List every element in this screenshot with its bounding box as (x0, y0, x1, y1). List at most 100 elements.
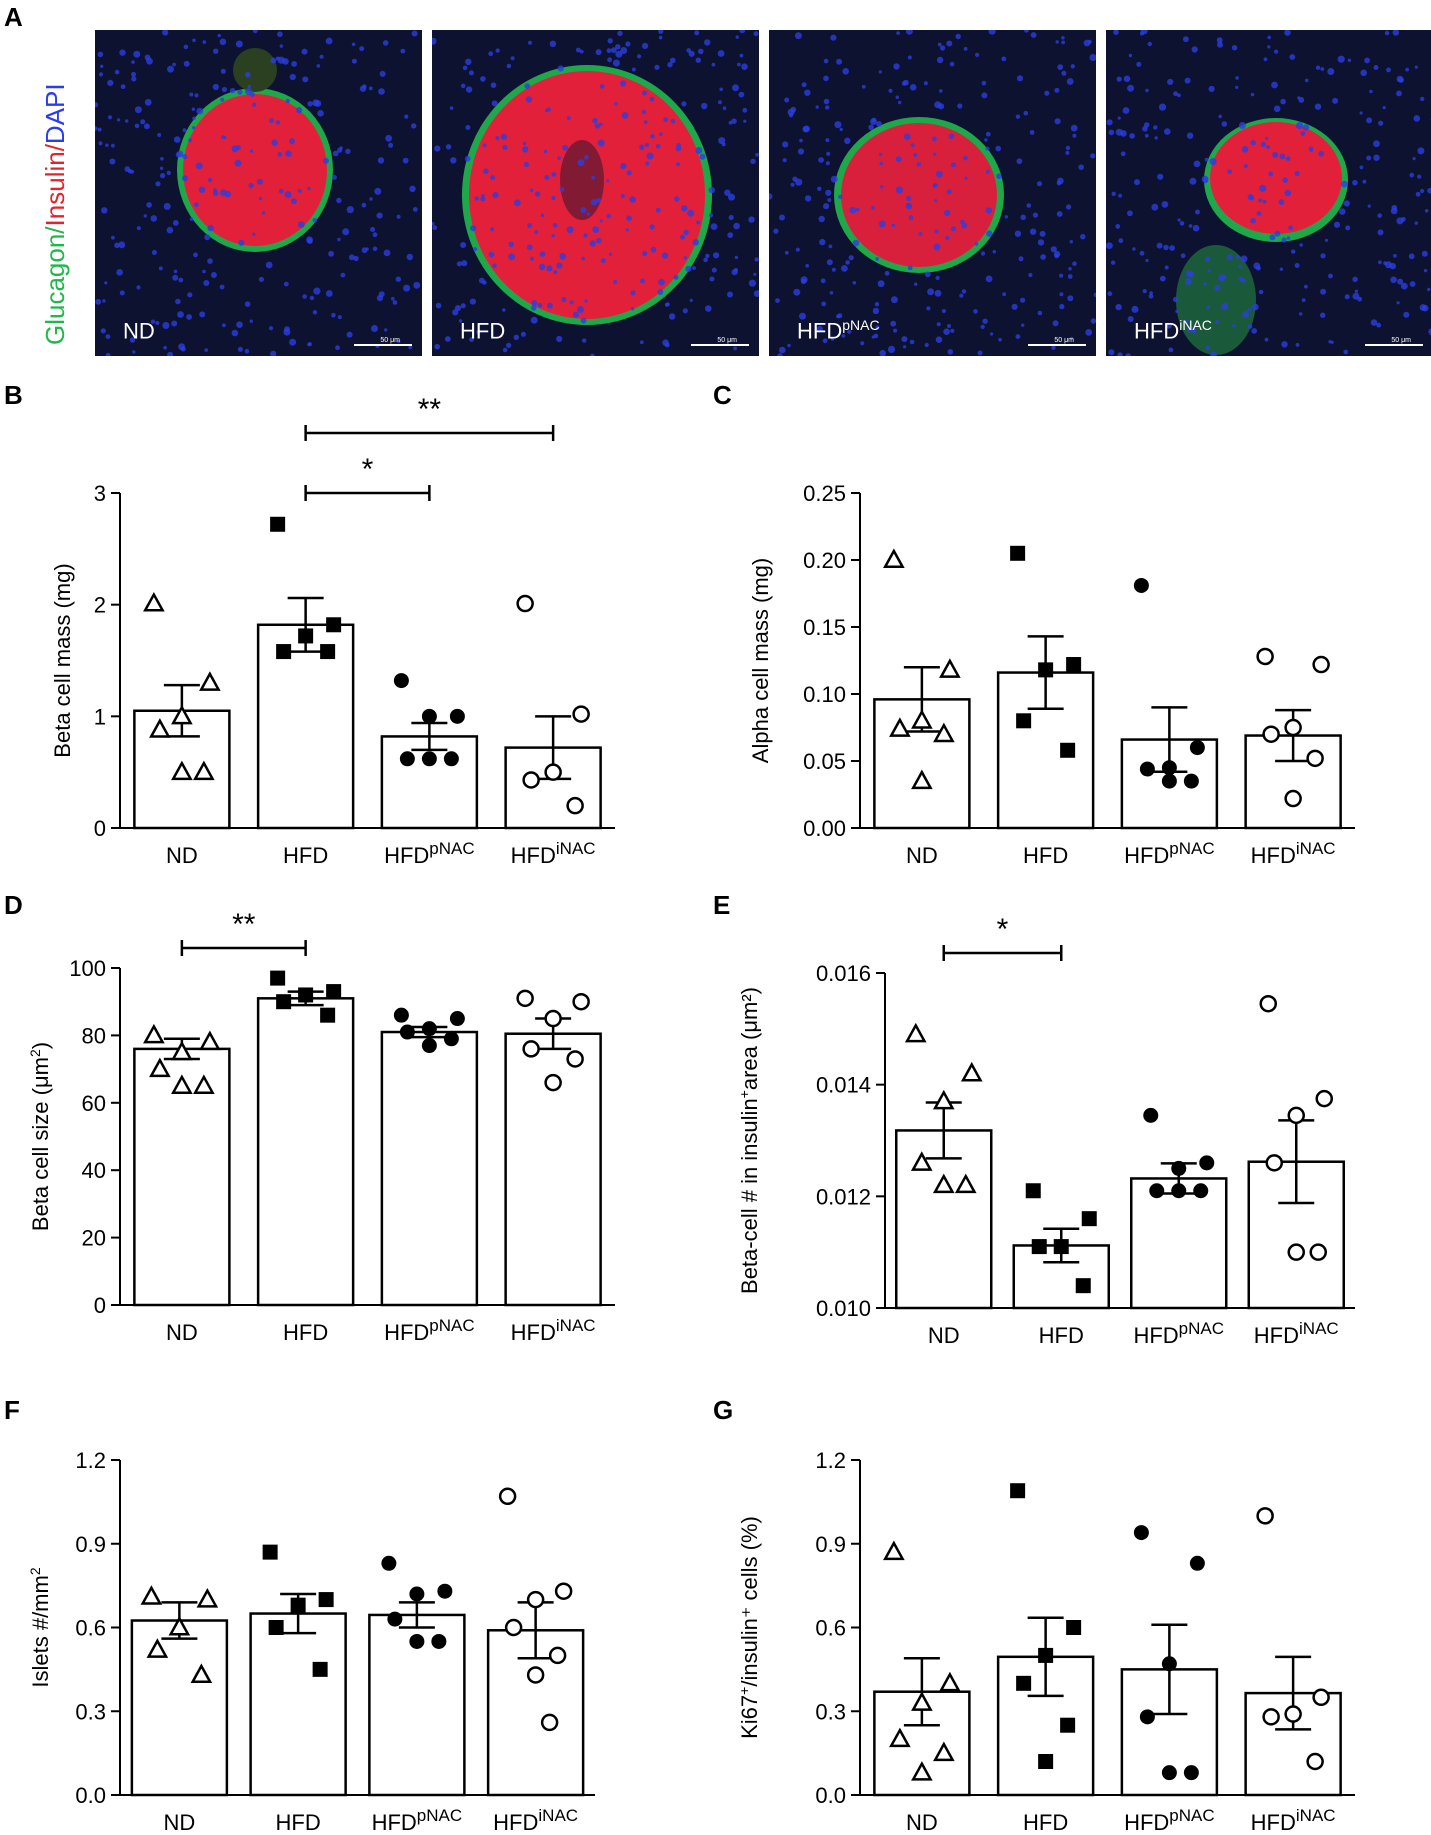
nucleus-dot (1221, 121, 1228, 127)
nucleus-dot (710, 223, 718, 231)
chart-g-ytick-label: 0.9 (815, 1532, 846, 1557)
nucleus-dot (500, 133, 507, 140)
nucleus-dot (801, 82, 807, 88)
nucleus-dot (950, 226, 957, 232)
micrograph-nd-scale-text: 50 μm (380, 337, 400, 344)
chart-g-point (1038, 1647, 1054, 1663)
nucleus-dot (131, 76, 137, 82)
nucleus-dot (907, 265, 913, 271)
nucleus-dot (100, 64, 104, 68)
chart-e-ylabel: Beta-cell # in insulin+area (μm²) (736, 987, 762, 1294)
nucleus-dot (683, 229, 689, 236)
nucleus-dot (133, 50, 141, 58)
nucleus-dot (1267, 45, 1271, 49)
nucleus-dot (852, 281, 857, 285)
nucleus-dot (718, 137, 726, 145)
nucleus-dot (456, 261, 462, 267)
nucleus-dot (963, 155, 968, 161)
nucleus-dot (748, 216, 755, 223)
chart-b-point (298, 628, 314, 644)
nucleus-dot (143, 214, 147, 218)
nucleus-dot (252, 30, 258, 34)
nucleus-dot (879, 349, 886, 356)
chart-c-point (1161, 773, 1177, 789)
nucleus-dot (818, 215, 825, 223)
nucleus-dot (918, 231, 923, 236)
chart-e-xtick-label: HFDiNAC (1254, 1319, 1339, 1349)
nucleus-dot (284, 191, 292, 198)
nucleus-dot (1382, 106, 1386, 110)
nucleus-dot (599, 219, 603, 223)
nucleus-dot (150, 319, 156, 324)
nucleus-dot (559, 187, 565, 193)
nucleus-dot (1320, 253, 1326, 259)
nucleus-dot (681, 205, 688, 212)
nucleus-dot (561, 296, 567, 303)
nucleus-dot (799, 312, 806, 320)
nucleus-dot (733, 222, 740, 230)
nucleus-dot (1279, 153, 1286, 160)
nucleus-dot (641, 90, 647, 96)
nucleus-dot (1258, 289, 1264, 295)
micrograph-hfd-inac-image (1106, 30, 1431, 356)
nucleus-dot (1167, 78, 1174, 85)
nucleus-dot (589, 240, 596, 247)
nucleus-dot (664, 302, 669, 307)
chart-c-xtick-label: HFD (1023, 843, 1068, 868)
nucleus-dot (119, 49, 126, 56)
nucleus-dot (606, 48, 612, 54)
nucleus-dot (187, 292, 193, 298)
nucleus-dot (1164, 265, 1169, 270)
nucleus-dot (198, 186, 206, 193)
chart-e-xtick-label: HFD (1039, 1323, 1084, 1348)
chart-c-point (889, 717, 911, 737)
chart-g-point (911, 1761, 933, 1781)
nucleus-dot (1014, 230, 1022, 237)
nucleus-dot (1218, 274, 1226, 282)
nucleus-dot (1377, 213, 1382, 218)
nucleus-dot (1108, 349, 1115, 356)
nucleus-dot (136, 285, 141, 290)
nucleus-dot (353, 255, 359, 262)
nucleus-dot (1268, 171, 1274, 177)
chart-c-point (1038, 662, 1054, 678)
nucleus-dot (890, 320, 897, 327)
chart-f-ytick-label: 0.9 (75, 1532, 106, 1557)
nucleus-dot (995, 145, 1001, 152)
chart-b-point (522, 771, 540, 789)
nucleus-dot (474, 196, 479, 201)
nucleus-dot (1366, 117, 1373, 124)
nucleus-dot (1118, 238, 1124, 244)
nucleus-dot (105, 352, 111, 356)
nucleus-dot (825, 138, 830, 143)
chart-f-ytick-label: 0.6 (75, 1616, 106, 1641)
nucleus-dot (960, 219, 965, 225)
nucleus-dot (510, 56, 515, 61)
chart-f-point (498, 1487, 517, 1506)
nucleus-dot (668, 313, 676, 320)
nucleus-dot (236, 321, 243, 329)
nucleus-dot (1205, 256, 1211, 262)
nucleus-dot (1345, 225, 1351, 231)
nucleus-dot (409, 185, 416, 192)
nucleus-dot (307, 186, 311, 191)
chart-g-point (1139, 1709, 1155, 1725)
nucleus-dot (268, 118, 274, 124)
nucleus-dot (1185, 270, 1193, 277)
chart-f-ylabel: Islets #/mm2 (27, 1567, 53, 1687)
chart-b-ylabel: Beta cell mass (mg) (50, 563, 75, 757)
nucleus-dot (1263, 57, 1268, 62)
chart-b-sig-label: ** (418, 393, 442, 426)
nucleus-dot (221, 135, 225, 139)
nucleus-dot (1157, 173, 1164, 180)
nucleus-dot (694, 30, 700, 36)
nucleus-dot (172, 220, 179, 226)
chart-e-point (1081, 1211, 1097, 1227)
nucleus-dot (210, 272, 217, 278)
nucleus-dot (1142, 289, 1147, 294)
micrograph-hfd-scale-bar (691, 344, 749, 346)
nucleus-dot (1149, 291, 1153, 295)
chart-b-point (393, 673, 409, 689)
nucleus-dot (207, 224, 214, 232)
chart-c-point (1010, 545, 1026, 561)
